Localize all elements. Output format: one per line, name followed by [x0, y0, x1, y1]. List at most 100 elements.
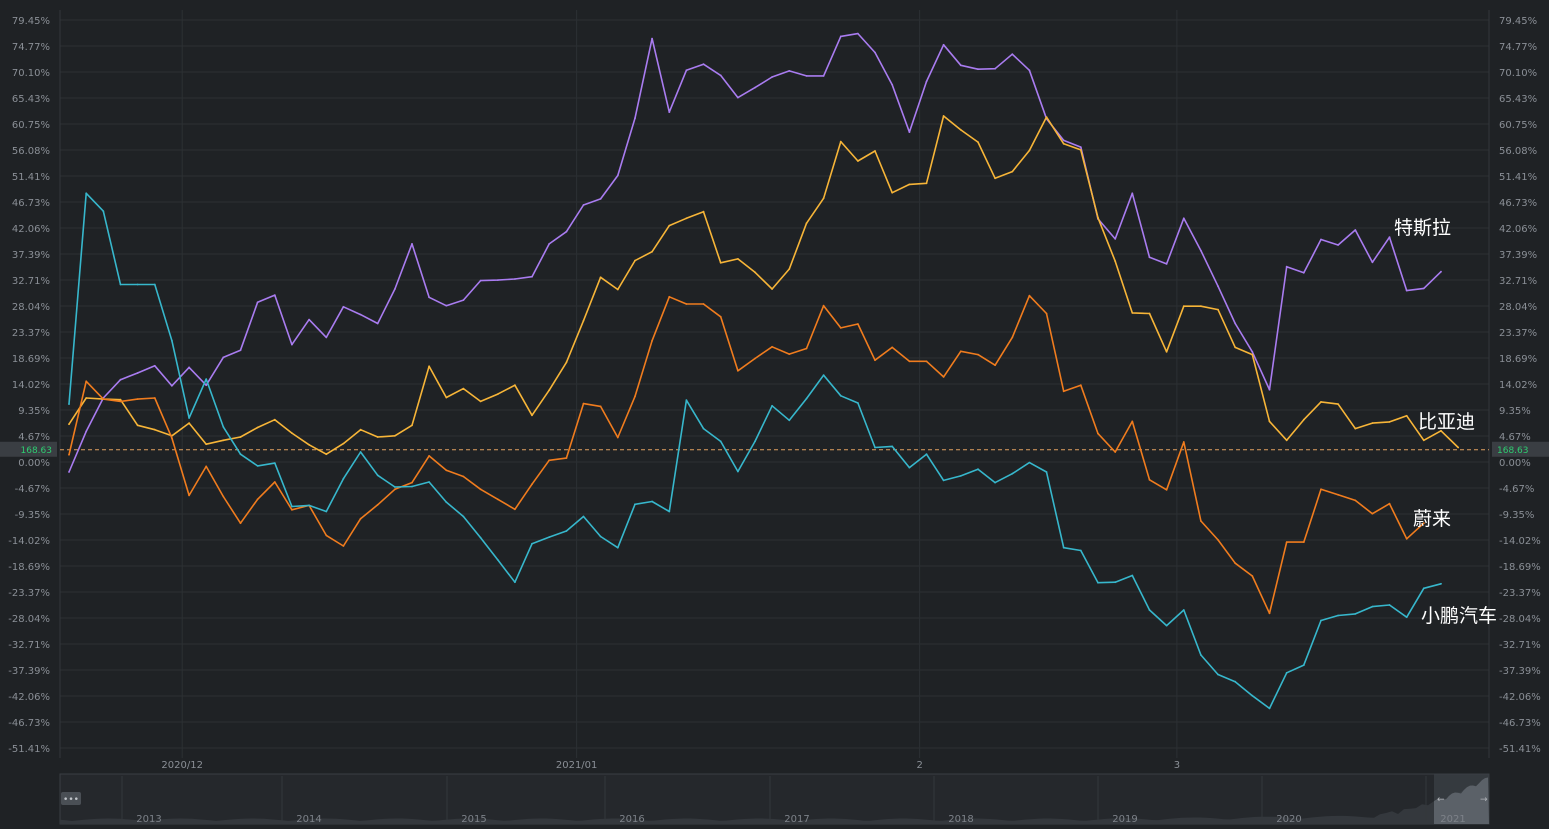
data-point-nio: [548, 459, 551, 462]
data-point-tesla: [1422, 287, 1425, 290]
y-tick-label-left: 28.04%: [12, 302, 50, 313]
data-point-tesla: [685, 69, 688, 72]
data-point-tesla: [496, 279, 499, 281]
navigator-year-label: 2014: [296, 814, 321, 825]
navigator-handle-button[interactable]: [61, 792, 81, 805]
x-tick-label: 2021/01: [556, 760, 598, 771]
data-point-tesla: [925, 80, 928, 83]
data-point-tesla: [1131, 192, 1134, 195]
data-point-byd: [256, 426, 259, 429]
y-tick-label-right: 32.71%: [1499, 276, 1537, 287]
navigator-left-arrow-icon[interactable]: ←: [1437, 795, 1445, 805]
y-tick-label-right: 60.75%: [1499, 120, 1537, 131]
range-navigator[interactable]: 2013 2014 2015 2016 2017 2018 2019 2020 2021 •••…: [59, 773, 1490, 825]
data-point-xpeng: [445, 501, 448, 503]
data-point-tesla: [1251, 350, 1254, 353]
data-point-nio: [479, 488, 482, 491]
data-point-xpeng: [565, 530, 568, 532]
data-point-xpeng: [1405, 616, 1408, 619]
data-point-tesla: [394, 288, 396, 290]
data-point-nio: [685, 303, 688, 305]
data-point-tesla: [1079, 146, 1082, 149]
data-point-tesla: [1114, 238, 1117, 240]
data-point-byd: [822, 197, 825, 200]
data-point-tesla: [188, 366, 191, 369]
y-tick-label-right: 46.73%: [1499, 198, 1537, 209]
data-point-nio: [68, 453, 70, 456]
y-tick-label-left: -4.67%: [15, 484, 50, 495]
data-point-xpeng: [702, 427, 705, 430]
data-point-xpeng: [1422, 587, 1425, 590]
data-point-tesla: [822, 75, 825, 77]
data-point-tesla: [874, 51, 876, 54]
data-point-tesla: [153, 364, 156, 367]
y-tick-label-left: -51.41%: [8, 744, 50, 755]
data-point-tesla: [857, 32, 859, 35]
data-point-byd: [136, 424, 139, 427]
data-point-byd: [702, 210, 705, 213]
y-tick-label-left: -23.37%: [8, 588, 50, 599]
data-point-byd: [1131, 312, 1134, 314]
y-tick-label-right: -4.67%: [1499, 484, 1534, 495]
navigator-track[interactable]: [59, 773, 1490, 825]
y-tick-label-left: -46.73%: [8, 718, 50, 729]
data-point-nio: [754, 357, 756, 360]
data-point-nio: [256, 498, 259, 501]
data-point-xpeng: [119, 283, 122, 286]
data-point-byd: [994, 177, 996, 180]
data-point-tesla: [514, 278, 516, 280]
data-point-tesla: [599, 198, 602, 200]
data-point-xpeng: [822, 374, 825, 377]
data-point-xpeng: [788, 419, 791, 422]
data-point-nio: [1268, 612, 1271, 615]
navigator-selection-area: [1434, 777, 1489, 824]
data-point-xpeng: [1062, 546, 1065, 549]
data-point-byd: [651, 250, 653, 253]
data-point-byd: [1062, 142, 1065, 145]
navigator-right-arrow-icon[interactable]: →: [1480, 795, 1488, 805]
data-point-nio: [1114, 451, 1117, 453]
data-point-tesla: [805, 75, 808, 77]
data-point-nio: [1079, 384, 1082, 387]
data-point-byd: [205, 443, 208, 446]
series-tesla: [68, 32, 1442, 473]
data-point-nio: [1285, 541, 1288, 543]
data-point-byd: [1405, 414, 1408, 417]
data-point-byd: [719, 261, 722, 264]
series-label-tesla: 特斯拉: [1394, 217, 1451, 239]
data-point-tesla: [325, 336, 328, 339]
data-point-tesla: [908, 131, 911, 134]
y-tick-label-left: -42.06%: [8, 692, 50, 703]
data-point-byd: [565, 361, 568, 364]
data-point-tesla: [668, 111, 671, 113]
data-point-byd: [119, 398, 122, 401]
data-point-byd: [1028, 149, 1031, 152]
data-point-byd: [805, 222, 808, 225]
data-point-tesla: [1440, 270, 1442, 273]
data-point-nio: [205, 465, 208, 468]
data-point-xpeng: [171, 339, 173, 342]
data-point-nio: [959, 350, 962, 353]
data-point-xpeng: [85, 192, 88, 195]
y-tick-label-left: 79.45%: [12, 16, 50, 27]
data-point-byd: [359, 428, 362, 431]
data-point-tesla: [651, 37, 653, 40]
baseline-tag-left: [0, 441, 57, 457]
data-point-nio: [565, 457, 568, 459]
data-point-tesla: [1217, 285, 1219, 288]
data-point-nio: [496, 498, 499, 501]
data-point-nio: [1165, 488, 1168, 491]
data-point-byd: [771, 288, 773, 290]
data-point-xpeng: [616, 546, 619, 549]
data-point-xpeng: [102, 210, 105, 213]
data-point-xpeng: [925, 453, 928, 456]
data-point-nio: [394, 488, 396, 491]
data-point-byd: [1422, 439, 1425, 442]
baseline-tag-right: [1492, 441, 1549, 457]
data-point-tesla: [291, 343, 293, 346]
y-tick-label-left: 14.02%: [12, 380, 50, 391]
data-point-nio: [616, 436, 619, 439]
data-point-tesla: [839, 35, 842, 38]
data-point-nio: [411, 481, 413, 484]
data-point-tesla: [771, 76, 773, 78]
